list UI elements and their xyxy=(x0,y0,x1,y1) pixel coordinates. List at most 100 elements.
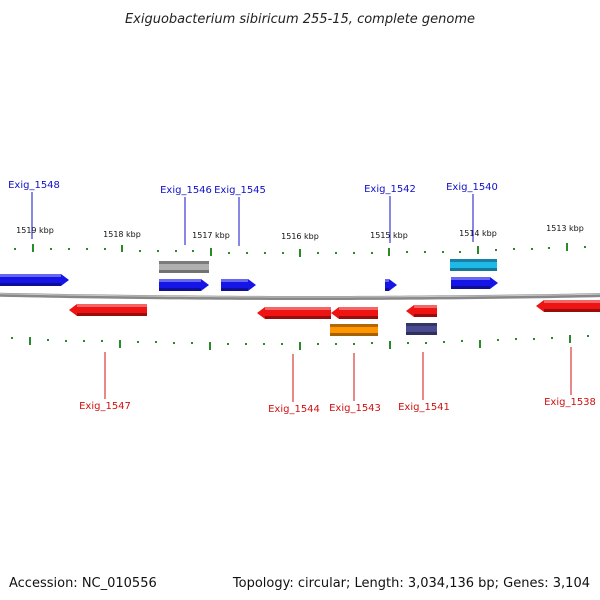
scale-tick-major-upper xyxy=(477,246,479,254)
scale-tick-minor-upper xyxy=(175,250,177,252)
scale-tick-minor-upper xyxy=(495,249,497,251)
scale-tick-minor-lower xyxy=(425,342,427,344)
scale-tick-minor-upper xyxy=(513,248,515,250)
scale-tick-minor-lower xyxy=(371,342,373,344)
gene-label-exig-1538[interactable]: Exig_1538 xyxy=(544,397,596,408)
scale-tick-label: 1516 kbp xyxy=(281,232,319,241)
gene-label-exig-1546[interactable]: Exig_1546 xyxy=(160,185,212,196)
scale-tick-label: 1514 kbp xyxy=(459,229,497,238)
scale-tick-minor-upper xyxy=(353,252,355,254)
scale-tick-minor-lower xyxy=(281,343,283,345)
gene-exig-1544-arrow xyxy=(257,307,331,319)
scale-tick-minor-upper xyxy=(282,252,284,254)
gene-exig-1546-arrow xyxy=(159,279,209,291)
gene-exig-1538-arrow xyxy=(536,300,600,312)
scale-tick-minor-lower xyxy=(47,339,49,341)
scale-tick-minor-lower xyxy=(443,341,445,343)
scale-tick-label: 1519 kbp xyxy=(16,226,54,235)
scale-tick-label: 1515 kbp xyxy=(370,231,408,240)
forward-feature-gray xyxy=(159,261,209,273)
gene-label-exig-1544[interactable]: Exig_1544 xyxy=(268,404,320,415)
scale-tick-minor-lower xyxy=(191,342,193,344)
scale-tick-minor-upper xyxy=(246,252,248,254)
genome-backbone-highlight xyxy=(0,293,600,298)
scale-tick-major-lower xyxy=(299,342,301,350)
gene-exig-1545-arrow xyxy=(221,279,256,291)
scale-tick-minor-lower xyxy=(533,338,535,340)
backbone-layer xyxy=(0,292,600,300)
scale-tick-minor-upper xyxy=(548,247,550,249)
scale-tick-minor-upper xyxy=(86,248,88,250)
gene-label-exig-1545[interactable]: Exig_1545 xyxy=(214,185,266,196)
scale-tick-minor-upper xyxy=(424,251,426,253)
gene-label-exig-1540[interactable]: Exig_1540 xyxy=(446,182,498,193)
scale-tick-minor-lower xyxy=(587,335,589,337)
scale-tick-minor-lower xyxy=(551,337,553,339)
scale-tick-minor-lower xyxy=(245,343,247,345)
scale-tick-minor-upper xyxy=(264,252,266,254)
scale-tick-minor-upper xyxy=(459,251,461,253)
scale-tick-minor-lower xyxy=(515,338,517,340)
scale-tick-major-upper xyxy=(121,245,123,252)
scale-tick-minor-lower xyxy=(173,342,175,344)
scale-tick-minor-lower xyxy=(317,343,319,345)
scale-tick-minor-lower xyxy=(83,340,85,342)
scale-tick-minor-lower xyxy=(407,342,409,344)
gene-exig-1547-arrow xyxy=(69,304,147,316)
scale-tick-minor-lower xyxy=(227,343,229,345)
scale-tick-minor-lower xyxy=(263,343,265,345)
map-title: Exiguobacterium sibiricum 255-15, comple… xyxy=(125,12,475,27)
scale-tick-minor-upper xyxy=(317,252,319,254)
scale-tick-label: 1513 kbp xyxy=(546,224,584,233)
scale-tick-minor-lower xyxy=(137,341,139,343)
scale-tick-minor-upper xyxy=(139,250,141,252)
scale-tick-minor-upper xyxy=(584,246,586,248)
scale-tick-minor-lower xyxy=(155,341,157,343)
scale-tick-minor-lower xyxy=(353,343,355,345)
scale-tick-minor-upper xyxy=(371,252,373,254)
scale-tick-major-upper xyxy=(388,248,390,256)
feature-layer xyxy=(0,259,600,336)
scale-tick-major-upper xyxy=(566,243,568,251)
gene-exig-1542-arrow xyxy=(385,279,397,291)
scale-tick-minor-lower xyxy=(497,339,499,341)
scale-tick-major-lower xyxy=(389,341,391,349)
scale-tick-minor-lower xyxy=(101,340,103,342)
scale-tick-major-upper xyxy=(32,244,34,252)
scale-tick-major-lower xyxy=(29,337,31,345)
gene-label-exig-1541[interactable]: Exig_1541 xyxy=(398,402,450,413)
scale-tick-major-lower xyxy=(479,340,481,348)
gene-label-exig-1542[interactable]: Exig_1542 xyxy=(364,184,416,195)
scale-tick-minor-lower xyxy=(11,337,13,339)
scale-tick-major-lower xyxy=(119,340,121,348)
gene-exig-1540-arrow xyxy=(451,277,498,289)
scale-tick-major-lower xyxy=(209,342,211,350)
scale-ticks: 1519 kbp 1518 kbp 1517 kbp 1516 kbp 1515 kbp… xyxy=(11,224,589,350)
gene-exig-1548-arrow xyxy=(0,274,69,286)
scale-tick-minor-upper xyxy=(157,250,159,252)
gene-label-exig-1547[interactable]: Exig_1547 xyxy=(79,401,131,412)
reverse-feature-navy xyxy=(406,323,437,335)
gene-label-exig-1543[interactable]: Exig_1543 xyxy=(329,403,381,414)
scale-tick-minor-upper xyxy=(442,251,444,253)
scale-tick-major-upper xyxy=(210,248,212,256)
scale-tick-minor-upper xyxy=(406,251,408,253)
scale-tick-minor-upper xyxy=(192,250,194,252)
scale-tick-minor-lower xyxy=(461,340,463,342)
scale-tick-minor-upper xyxy=(14,248,16,250)
accession-text: Accession: NC_010556 xyxy=(9,576,157,591)
scale-tick-minor-upper xyxy=(335,252,337,254)
scale-tick-minor-upper xyxy=(228,252,230,254)
genome-backbone xyxy=(0,292,600,300)
scale-tick-minor-upper xyxy=(531,248,533,250)
scale-tick-minor-lower xyxy=(65,340,67,342)
forward-feature-cyan xyxy=(450,259,497,271)
gene-label-exig-1548[interactable]: Exig_1548 xyxy=(8,180,60,191)
scale-tick-label: 1518 kbp xyxy=(103,230,141,239)
gene-labels: Exig_1548 Exig_1546 Exig_1545 Exig_1542 Exig… xyxy=(8,180,596,415)
gene-exig-1543-arrow xyxy=(331,307,378,319)
genome-summary-text: Topology: circular; Length: 3,034,136 bp… xyxy=(232,576,590,591)
scale-tick-major-upper xyxy=(299,249,301,257)
scale-tick-minor-upper xyxy=(68,248,70,250)
